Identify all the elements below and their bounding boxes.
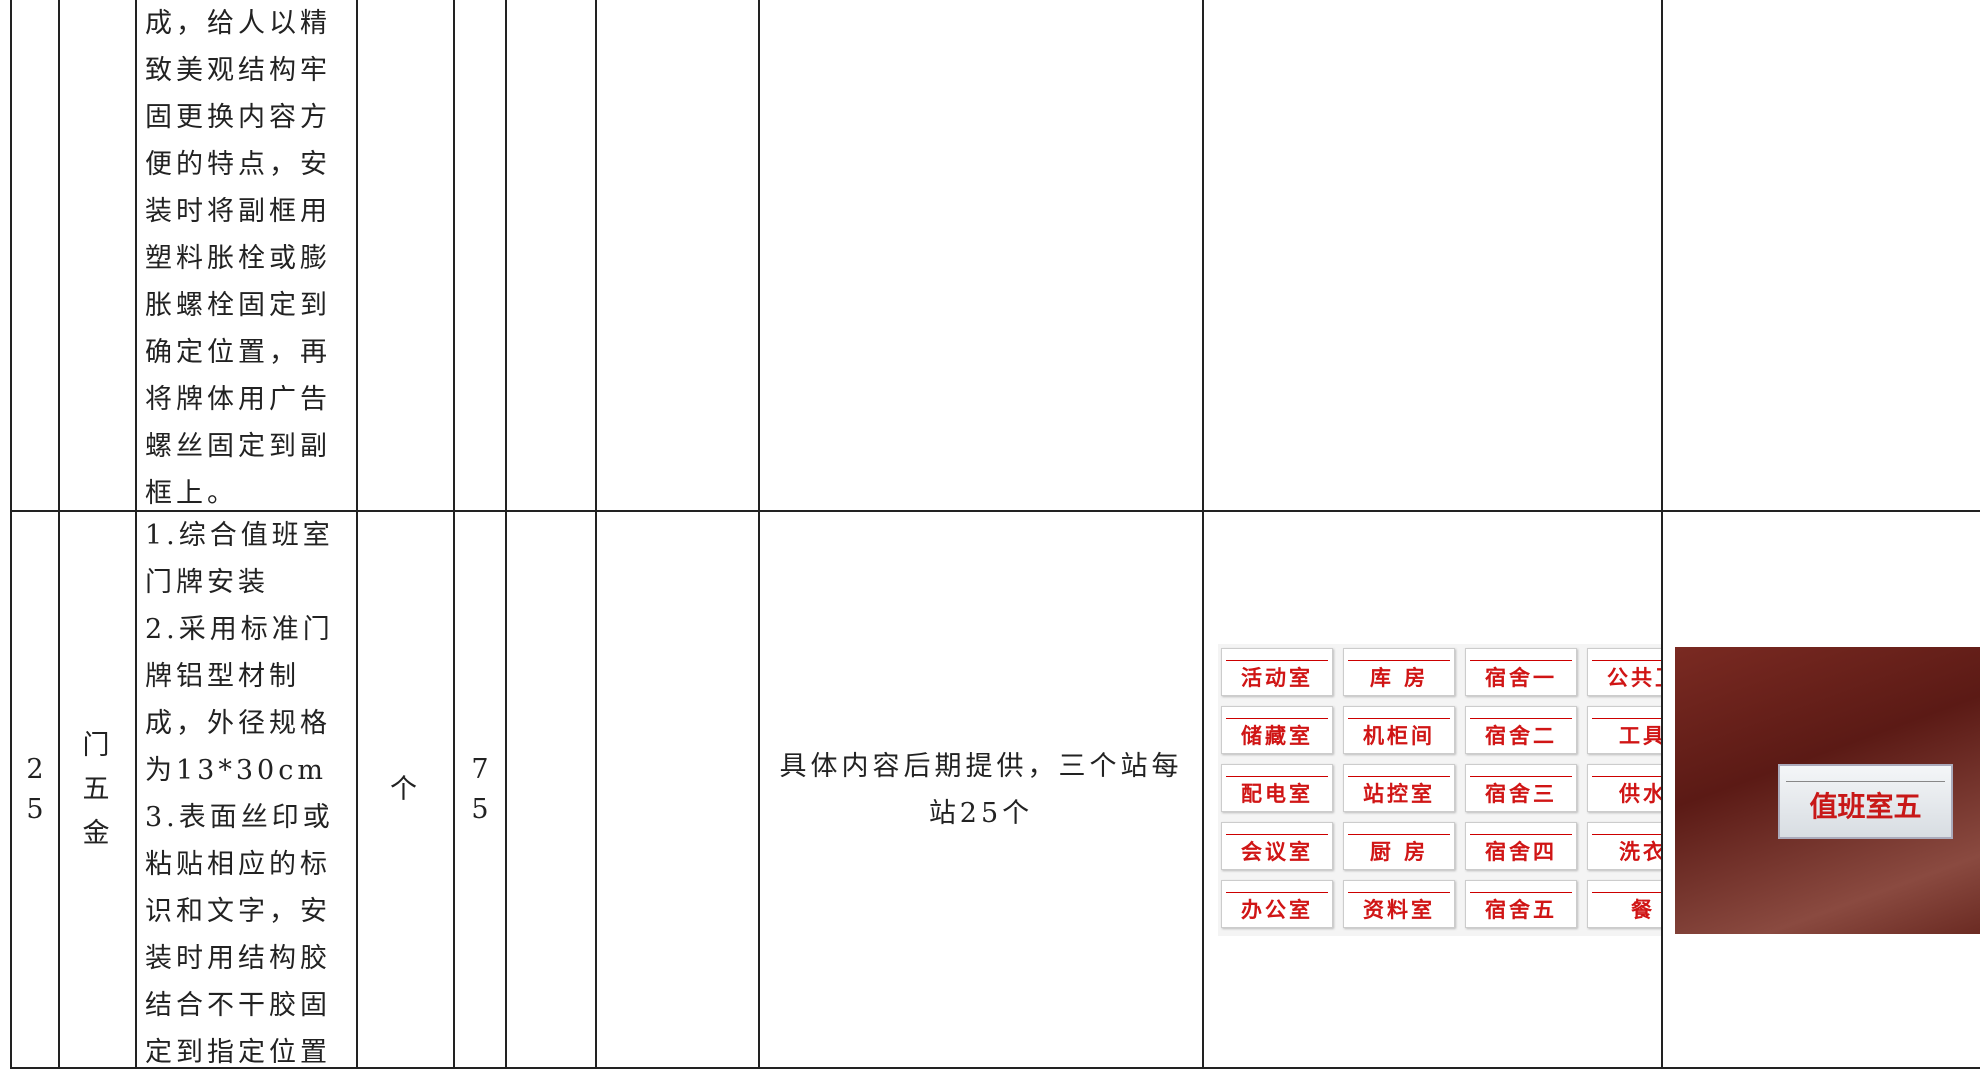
cell	[1202, 0, 1661, 512]
cell	[595, 512, 758, 1069]
sign: 餐	[1587, 880, 1661, 928]
sign: 机柜间	[1343, 706, 1455, 754]
description-line: 1.综合值班室门牌安装	[145, 520, 334, 598]
plate-header	[1786, 769, 1945, 782]
description: 成，给人以精致美观结构牢固更换内容方便的特点，安装时将副框用塑料胀栓或膨胀螺栓固…	[145, 8, 331, 509]
cell	[10, 0, 58, 512]
sign: 公共卫	[1587, 648, 1661, 696]
cell	[453, 0, 505, 512]
sign: 工具	[1587, 706, 1661, 754]
sign-label: 公共卫	[1607, 666, 1661, 690]
sign-label: 宿舍二	[1485, 724, 1557, 748]
sign: 宿舍四	[1465, 822, 1577, 870]
sign-header	[1348, 709, 1450, 719]
sign-label: 办公室	[1241, 898, 1313, 922]
sign-header	[1592, 651, 1661, 661]
quantity: 75	[471, 753, 489, 825]
cell	[595, 0, 758, 512]
cell: 成，给人以精致美观结构牢固更换内容方便的特点，安装时将副框用塑料胀栓或膨胀螺栓固…	[135, 0, 356, 512]
sign-header	[1470, 825, 1572, 835]
sign-label: 厨 房	[1369, 840, 1429, 864]
sign: 办公室	[1221, 880, 1333, 928]
photo: 值班室五	[1675, 647, 1980, 934]
sign-header	[1592, 767, 1661, 777]
sign-header	[1470, 883, 1572, 893]
sign-header	[1348, 825, 1450, 835]
sign-label: 宿舍三	[1485, 782, 1557, 806]
unit: 个	[390, 774, 421, 805]
sign-header	[1470, 709, 1572, 719]
sign-header	[1226, 767, 1328, 777]
sign-label: 机柜间	[1363, 724, 1435, 748]
sign-header	[1592, 709, 1661, 719]
sign-label: 洗衣	[1619, 840, 1661, 864]
sign-header	[1470, 651, 1572, 661]
cell: 活动室 库 房 宿舍一 公共卫储藏室 机柜间 宿舍二 工具配电室 站控室 宿舍三 供水会议室 厨 房…	[1202, 512, 1661, 1069]
sign-label: 库 房	[1369, 666, 1429, 690]
cell: 25	[10, 512, 58, 1069]
cell	[758, 0, 1202, 512]
sign: 配电室	[1221, 764, 1333, 812]
sign-header	[1592, 825, 1661, 835]
cell	[505, 512, 595, 1069]
cell: 个	[356, 512, 453, 1069]
plate-label: 值班室五	[1809, 790, 1922, 823]
sign-label: 配电室	[1241, 782, 1313, 806]
sign-label: 储藏室	[1241, 724, 1313, 748]
description-line: 2.采用标准门牌铝型材制成，外径规格为13*30cm	[145, 614, 334, 786]
sign-label: 资料室	[1363, 898, 1435, 922]
sign: 厨 房	[1343, 822, 1455, 870]
cell	[505, 0, 595, 512]
sign-header	[1592, 883, 1661, 893]
sign-label: 会议室	[1241, 840, 1313, 864]
sign: 宿舍三	[1465, 764, 1577, 812]
sign-label: 餐	[1631, 898, 1655, 922]
sign-label: 站控室	[1363, 782, 1435, 806]
sign: 宿舍一	[1465, 648, 1577, 696]
sign: 站控室	[1343, 764, 1455, 812]
cell	[58, 0, 135, 512]
sign-label: 宿舍一	[1485, 666, 1557, 690]
cell: 1.综合值班室门牌安装 2.采用标准门牌铝型材制成，外径规格为13*30cm 3.表…	[135, 512, 356, 1069]
sign: 宿舍二	[1465, 706, 1577, 754]
sign: 洗衣	[1587, 822, 1661, 870]
door-plate: 值班室五	[1778, 764, 1953, 839]
sign: 储藏室	[1221, 706, 1333, 754]
sign-image: 活动室 库 房 宿舍一 公共卫储藏室 机柜间 宿舍二 工具配电室 站控室 宿舍三 供水会议室 厨 房…	[1218, 644, 1661, 936]
sign-label: 活动室	[1241, 666, 1313, 690]
note: 具体内容后期提供，三个站每站25个	[779, 750, 1183, 829]
sign-header	[1348, 767, 1450, 777]
sign-header	[1348, 883, 1450, 893]
description-line: 3.表面丝印或粘贴相应的标识和文字，安装时用结构胶结合不干胶固定到指定位置	[145, 802, 334, 1068]
cell: 门五金	[58, 512, 135, 1069]
sign-header	[1348, 651, 1450, 661]
sign: 库 房	[1343, 648, 1455, 696]
sign-label: 工具	[1619, 724, 1661, 748]
cell	[356, 0, 453, 512]
sign: 会议室	[1221, 822, 1333, 870]
cell	[1661, 0, 1980, 512]
sign-header	[1226, 709, 1328, 719]
sign: 资料室	[1343, 880, 1455, 928]
sign: 供水	[1587, 764, 1661, 812]
sign-header	[1226, 883, 1328, 893]
sign-header	[1226, 651, 1328, 661]
sign-label: 宿舍四	[1485, 840, 1557, 864]
sign-label: 供水	[1619, 782, 1661, 806]
sign-header	[1470, 767, 1572, 777]
cell: 具体内容后期提供，三个站每站25个	[758, 512, 1202, 1069]
sign: 宿舍五	[1465, 880, 1577, 928]
cell: 值班室五	[1661, 512, 1980, 1069]
sign-header	[1226, 825, 1328, 835]
sign: 活动室	[1221, 648, 1333, 696]
name: 门五金	[82, 729, 114, 849]
sign-label: 宿舍五	[1485, 898, 1557, 922]
index: 25	[26, 753, 44, 825]
cell: 75	[453, 512, 505, 1069]
